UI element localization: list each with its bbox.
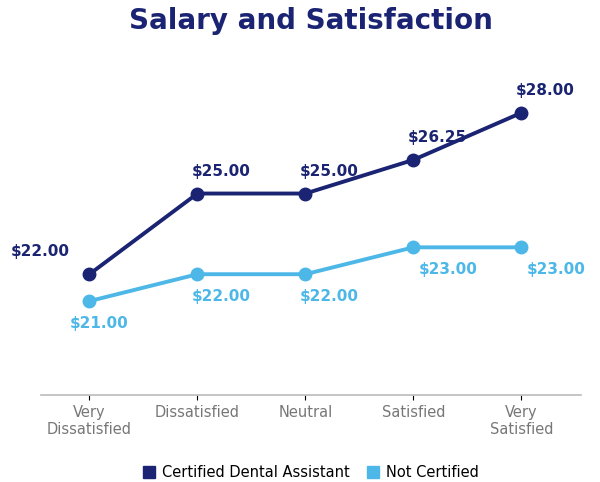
Text: $22.00: $22.00: [11, 244, 70, 259]
Text: $23.00: $23.00: [527, 262, 586, 277]
Certified Dental Assistant: [302, 191, 309, 197]
Not Certified: [410, 244, 417, 250]
Text: $22.00: $22.00: [192, 289, 251, 304]
Text: $22.00: $22.00: [300, 289, 359, 304]
Title: Salary and Satisfaction: Salary and Satisfaction: [129, 7, 493, 35]
Line: Not Certified: Not Certified: [83, 241, 527, 308]
Text: $28.00: $28.00: [516, 83, 575, 98]
Not Certified: [518, 244, 525, 250]
Not Certified: [302, 271, 309, 277]
Certified Dental Assistant: [410, 157, 417, 163]
Text: $21.00: $21.00: [70, 316, 129, 331]
Line: Certified Dental Assistant: Certified Dental Assistant: [83, 107, 527, 281]
Text: $25.00: $25.00: [192, 164, 251, 179]
Certified Dental Assistant: [518, 110, 525, 116]
Text: $26.25: $26.25: [408, 130, 467, 145]
Not Certified: [86, 298, 93, 304]
Text: $25.00: $25.00: [300, 164, 359, 179]
Text: $23.00: $23.00: [419, 262, 478, 277]
Not Certified: [194, 271, 201, 277]
Legend: Certified Dental Assistant, Not Certified: Certified Dental Assistant, Not Certifie…: [137, 459, 485, 482]
Certified Dental Assistant: [86, 271, 93, 277]
Certified Dental Assistant: [194, 191, 201, 197]
